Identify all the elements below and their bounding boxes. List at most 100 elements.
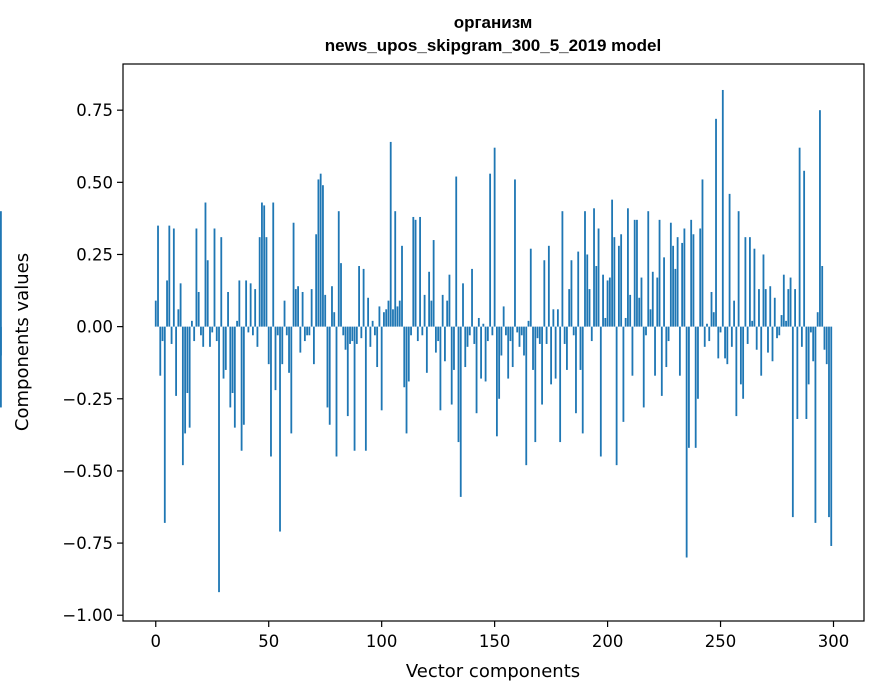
bar bbox=[520, 326, 523, 336]
bar bbox=[154, 300, 157, 327]
bar bbox=[175, 326, 177, 396]
bar bbox=[477, 317, 480, 327]
bar bbox=[640, 277, 643, 327]
bar bbox=[699, 228, 702, 327]
bar bbox=[758, 289, 760, 327]
bar bbox=[373, 326, 376, 336]
x-tick-label: 200 bbox=[592, 632, 624, 651]
bar bbox=[762, 254, 765, 327]
bar bbox=[322, 185, 324, 327]
bar bbox=[177, 309, 180, 327]
bar bbox=[812, 326, 815, 362]
bar bbox=[161, 326, 164, 342]
bar bbox=[502, 306, 505, 327]
bar bbox=[800, 326, 803, 347]
bar bbox=[823, 326, 826, 350]
bar bbox=[491, 326, 494, 336]
bar bbox=[242, 326, 245, 425]
bar bbox=[755, 326, 758, 350]
bar bbox=[383, 312, 385, 327]
bar bbox=[771, 326, 774, 362]
bar bbox=[721, 89, 724, 327]
bar bbox=[669, 222, 672, 327]
bar bbox=[380, 326, 383, 411]
bar bbox=[358, 266, 360, 327]
bar bbox=[660, 326, 663, 396]
y-tick-label: −0.50 bbox=[62, 462, 113, 481]
bar bbox=[159, 326, 162, 376]
bar bbox=[708, 326, 711, 342]
bar bbox=[645, 326, 647, 336]
bar bbox=[480, 326, 482, 379]
bar bbox=[629, 294, 632, 327]
bar bbox=[701, 179, 704, 327]
bar bbox=[787, 289, 790, 327]
x-tick-label: 300 bbox=[818, 632, 850, 651]
bar bbox=[728, 193, 731, 327]
bar bbox=[767, 326, 769, 353]
bar bbox=[254, 289, 257, 327]
bar bbox=[654, 326, 656, 376]
bar bbox=[694, 326, 697, 448]
y-axis-label: Components values bbox=[12, 253, 33, 431]
bar bbox=[355, 326, 358, 344]
bar bbox=[362, 268, 365, 327]
bar bbox=[425, 326, 428, 373]
bar bbox=[308, 326, 311, 336]
bar bbox=[681, 242, 684, 327]
bar bbox=[572, 326, 575, 336]
x-tick-label: 50 bbox=[258, 632, 279, 651]
bar bbox=[523, 326, 525, 356]
bar bbox=[547, 245, 550, 327]
bar bbox=[186, 326, 189, 394]
bar bbox=[170, 326, 173, 344]
bar bbox=[297, 286, 299, 327]
bar bbox=[292, 222, 295, 327]
bar bbox=[620, 234, 623, 327]
bar bbox=[290, 326, 293, 434]
bar bbox=[575, 326, 577, 414]
bar bbox=[667, 326, 670, 342]
bar bbox=[828, 326, 830, 518]
bar bbox=[272, 202, 275, 327]
bar bbox=[172, 228, 175, 327]
bar bbox=[468, 326, 471, 336]
bar bbox=[579, 326, 582, 370]
bar bbox=[527, 320, 530, 327]
bar bbox=[312, 326, 315, 365]
bar bbox=[432, 240, 435, 327]
bar bbox=[631, 326, 634, 376]
x-tick-label: 150 bbox=[479, 632, 511, 651]
bar bbox=[543, 260, 546, 327]
bar bbox=[554, 326, 557, 379]
bar bbox=[263, 205, 266, 327]
bar bbox=[376, 326, 379, 368]
bar bbox=[213, 228, 216, 327]
bar bbox=[378, 306, 381, 327]
bar bbox=[401, 245, 403, 327]
bar bbox=[283, 300, 286, 327]
bar bbox=[453, 326, 455, 370]
bar bbox=[529, 248, 532, 327]
y-tick-label: −1.00 bbox=[62, 606, 113, 625]
bar bbox=[715, 118, 717, 327]
bar bbox=[238, 280, 241, 327]
bar bbox=[392, 309, 394, 327]
bar bbox=[209, 326, 211, 347]
bar bbox=[349, 326, 351, 344]
bar bbox=[810, 326, 812, 333]
bar bbox=[249, 283, 252, 327]
bar bbox=[353, 326, 356, 451]
bar bbox=[315, 234, 318, 327]
bar bbox=[419, 216, 421, 327]
bar bbox=[697, 326, 699, 399]
bar bbox=[256, 326, 259, 347]
bar bbox=[218, 326, 220, 593]
bar bbox=[439, 326, 442, 411]
bar bbox=[482, 323, 485, 327]
bar bbox=[473, 326, 476, 344]
bar bbox=[581, 326, 584, 434]
bar bbox=[647, 211, 650, 327]
x-tick-label: 100 bbox=[366, 632, 398, 651]
bar bbox=[550, 326, 553, 385]
